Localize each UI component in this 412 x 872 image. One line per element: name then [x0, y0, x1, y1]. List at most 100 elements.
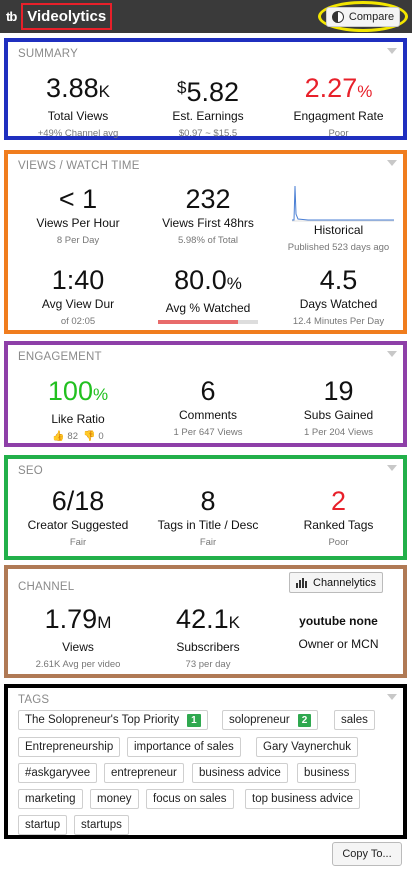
engagement-rate-label: Engagment Rate: [293, 109, 384, 123]
comments-value: 6: [200, 376, 216, 406]
historical-label: Historical: [313, 223, 364, 237]
tag-item[interactable]: startup: [18, 815, 68, 835]
compare-label: Compare: [348, 10, 395, 23]
owner-value: youtube none: [299, 614, 378, 628]
tags-section: TAGS The Solopreneur's Top Priority 1 sol…: [4, 684, 407, 839]
collapse-caret-icon[interactable]: [387, 160, 397, 166]
app-title: Videolytics: [21, 3, 113, 30]
avg-pct-value: 80.0: [174, 265, 227, 295]
comments-sub: 1 Per 647 Views: [173, 427, 243, 438]
first-48-metric: 232 Views First 48hrs 5.98% of Total: [148, 184, 268, 246]
summary-section: SUMMARY 3.88K Total Views +49% Channel a…: [4, 38, 407, 140]
collapse-caret-icon[interactable]: [387, 351, 397, 357]
tag-item[interactable]: importance of sales: [127, 737, 241, 757]
ranked-tags-metric: 2 Ranked Tags Poor: [276, 486, 401, 548]
comments-metric: 6 Comments 1 Per 647 Views: [148, 376, 268, 438]
dislikes-count: 0: [98, 431, 104, 442]
historical-sparkline[interactable]: [288, 164, 398, 234]
seo-section: SEO 6/18 Creator Suggested Fair 8 Tags i…: [4, 455, 407, 560]
avg-pct-metric: 80.0% Avg % Watched: [148, 265, 268, 324]
earnings-label: Est. Earnings: [172, 109, 244, 123]
channel-section: CHANNEL Channelytics 1.79M Views 2.61K A…: [4, 565, 407, 678]
tag-item[interactable]: business: [297, 763, 357, 783]
owner-metric: youtube none Owner or MCN: [276, 612, 401, 651]
first-48-sub: 5.98% of Total: [177, 235, 239, 246]
tag-item[interactable]: Entrepreneurship: [18, 737, 121, 757]
tag-item[interactable]: entrepreneur: [104, 763, 184, 783]
avg-pct-progress: [158, 320, 258, 324]
thumbs-up-icon: 👍: [52, 431, 65, 442]
collapse-caret-icon[interactable]: [387, 465, 397, 471]
tag-item[interactable]: Gary Vaynerchuk: [256, 737, 358, 757]
tag-item[interactable]: startups: [74, 815, 129, 835]
compare-button[interactable]: Compare: [325, 6, 401, 27]
collapse-caret-icon[interactable]: [387, 48, 397, 54]
avg-pct-label: Avg % Watched: [165, 301, 251, 315]
compare-highlight: Compare: [318, 1, 408, 32]
tag-item[interactable]: #askgaryvee: [18, 763, 98, 783]
engagement-rate-unit: %: [357, 82, 373, 101]
channelytics-button[interactable]: Channelytics: [289, 572, 383, 593]
tag-item[interactable]: money: [90, 789, 139, 809]
collapse-caret-icon[interactable]: [387, 694, 397, 700]
thumbs-down-icon: 👎: [83, 431, 96, 442]
avg-view-dur-metric: 1:40 Avg View Dur of 02:05: [18, 265, 138, 327]
channel-views-unit: M: [97, 613, 112, 632]
top-bar: tb Videolytics Compare: [0, 0, 412, 33]
like-dislike-counts: 👍 82 👎 0: [18, 431, 138, 442]
engagement-rate-metric: 2.27% Engagment Rate Poor: [276, 73, 401, 139]
days-watched-label: Days Watched: [299, 297, 378, 311]
tag-item[interactable]: focus on sales: [146, 789, 234, 809]
tag-item[interactable]: The Solopreneur's Top Priority 1: [18, 710, 208, 730]
total-views-sub: +49% Channel avg: [37, 128, 119, 139]
engagement-rate-value: 2.27: [304, 73, 358, 103]
like-ratio-value: 100: [47, 376, 93, 406]
subscribers-sub: 73 per day: [185, 659, 231, 670]
creator-suggested-label: Creator Suggested: [27, 518, 129, 532]
avg-pct-unit: %: [226, 274, 242, 293]
total-views-value: 3.88: [46, 73, 99, 103]
tag-item[interactable]: business advice: [192, 763, 288, 783]
creator-suggested-sub: Fair: [69, 537, 87, 548]
like-ratio-unit: %: [92, 385, 109, 404]
comments-label: Comments: [178, 408, 237, 422]
views-per-hour-sub: 8 Per Day: [56, 235, 100, 246]
channelytics-label: Channelytics: [313, 576, 376, 589]
earnings-value: 5.82: [186, 77, 240, 107]
tag-rank-badge: 2: [297, 713, 312, 727]
days-watched-value: 4.5: [319, 265, 358, 295]
subs-gained-value: 19: [323, 376, 354, 406]
ranked-tags-value: 2: [330, 486, 347, 516]
tags-title: TAGS: [18, 694, 50, 706]
avg-view-dur-label: Avg View Dur: [41, 297, 115, 311]
avg-view-dur-sub: of 02:05: [60, 316, 96, 327]
avg-pct-progress-fill: [158, 320, 238, 324]
views-per-hour-value: < 1: [58, 184, 98, 214]
brand: tb Videolytics: [6, 3, 113, 30]
first-48-value: 232: [185, 184, 231, 214]
tag-rank-badge: 1: [187, 713, 201, 727]
copy-to-button[interactable]: Copy To...: [332, 842, 402, 866]
subscribers-label: Subscribers: [176, 640, 240, 654]
subscribers-value: 42.1: [176, 604, 229, 634]
total-views-unit: K: [98, 82, 110, 101]
channel-views-value: 1.79: [44, 604, 98, 634]
engagement-title: ENGAGEMENT: [18, 351, 102, 363]
subs-gained-label: Subs Gained: [303, 408, 374, 422]
tag-item[interactable]: top business advice: [245, 789, 361, 809]
views-per-hour-metric: < 1 Views Per Hour 8 Per Day: [18, 184, 138, 246]
tag-item[interactable]: solopreneur 2: [222, 710, 319, 730]
historical-metric: Historical Published 523 days ago: [276, 221, 401, 253]
likes-count: 82: [67, 431, 78, 442]
tag-item[interactable]: sales: [334, 710, 375, 730]
first-48-label: Views First 48hrs: [162, 216, 254, 230]
channel-views-label: Views: [62, 640, 94, 654]
subs-gained-metric: 19 Subs Gained 1 Per 204 Views: [276, 376, 401, 438]
seo-title: SEO: [18, 465, 43, 477]
like-ratio-metric: 100% Like Ratio 👍 82 👎 0: [18, 376, 138, 442]
total-views-label: Total Views: [47, 109, 109, 123]
historical-sub: Published 523 days ago: [287, 242, 390, 253]
tags-in-title-metric: 8 Tags in Title / Desc Fair: [148, 486, 268, 548]
tag-item[interactable]: marketing: [18, 789, 83, 809]
ranked-tags-sub: Poor: [328, 537, 349, 548]
